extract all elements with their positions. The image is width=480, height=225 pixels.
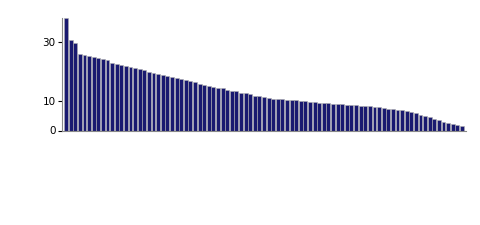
Bar <box>400 110 404 130</box>
Bar <box>460 126 464 130</box>
Bar <box>428 117 432 130</box>
Bar <box>322 103 326 130</box>
Bar <box>161 75 165 130</box>
Bar <box>78 54 82 130</box>
Bar <box>96 58 100 130</box>
Bar <box>336 104 340 130</box>
Bar <box>138 69 142 130</box>
Bar <box>285 100 289 130</box>
Bar <box>432 119 436 130</box>
Bar <box>152 73 156 130</box>
Bar <box>110 63 114 130</box>
Bar <box>276 99 280 130</box>
Bar <box>120 65 123 130</box>
Bar <box>83 55 86 130</box>
Bar <box>234 91 239 130</box>
Bar <box>207 86 211 130</box>
Bar <box>396 110 399 130</box>
Bar <box>271 99 275 130</box>
Bar <box>331 104 335 130</box>
Bar <box>391 109 395 130</box>
Bar <box>211 87 216 130</box>
Bar <box>340 104 344 130</box>
Bar <box>124 66 128 130</box>
Bar <box>446 123 450 130</box>
Bar <box>175 78 179 130</box>
Bar <box>87 56 91 130</box>
Bar <box>101 59 105 130</box>
Bar <box>303 101 307 130</box>
Bar <box>216 88 220 130</box>
Bar <box>437 120 441 130</box>
Bar <box>244 94 248 130</box>
Bar <box>386 109 390 130</box>
Bar <box>166 76 169 130</box>
Bar <box>354 105 358 130</box>
Bar <box>143 70 146 130</box>
Bar <box>294 100 298 130</box>
Bar <box>179 79 183 130</box>
Bar <box>299 101 303 130</box>
Bar <box>368 106 372 130</box>
Bar <box>423 116 427 130</box>
Bar <box>377 107 381 130</box>
Bar <box>133 68 137 130</box>
Bar <box>230 90 234 130</box>
Bar <box>225 90 229 130</box>
Bar <box>73 43 77 130</box>
Bar <box>92 57 96 130</box>
Bar <box>409 112 413 130</box>
Bar <box>253 96 257 130</box>
Bar <box>280 99 284 130</box>
Bar <box>239 93 243 130</box>
Bar <box>456 125 459 130</box>
Bar <box>156 74 160 130</box>
Bar <box>170 77 174 130</box>
Bar <box>188 81 192 130</box>
Bar <box>442 122 445 130</box>
Bar <box>308 102 312 130</box>
Bar <box>248 94 252 130</box>
Bar <box>289 100 294 130</box>
Bar <box>267 98 271 130</box>
Bar <box>198 84 202 130</box>
Bar <box>326 103 330 130</box>
Bar <box>129 67 132 130</box>
Bar <box>359 106 362 130</box>
Bar <box>363 106 367 130</box>
Bar <box>372 107 376 130</box>
Bar <box>405 111 408 130</box>
Bar <box>419 115 422 130</box>
Bar <box>257 97 261 130</box>
Bar <box>221 88 225 130</box>
Bar <box>345 105 349 130</box>
Bar <box>317 103 321 130</box>
Bar <box>312 102 317 130</box>
Bar <box>69 40 72 130</box>
Bar <box>147 72 151 130</box>
Bar <box>193 82 197 130</box>
Bar <box>115 64 119 130</box>
Bar <box>382 108 385 130</box>
Bar <box>202 85 206 130</box>
Bar <box>349 105 353 130</box>
Bar <box>414 113 418 130</box>
Bar <box>64 18 68 130</box>
Bar <box>262 97 266 130</box>
Bar <box>451 124 455 130</box>
Bar <box>106 60 109 130</box>
Bar <box>184 80 188 130</box>
